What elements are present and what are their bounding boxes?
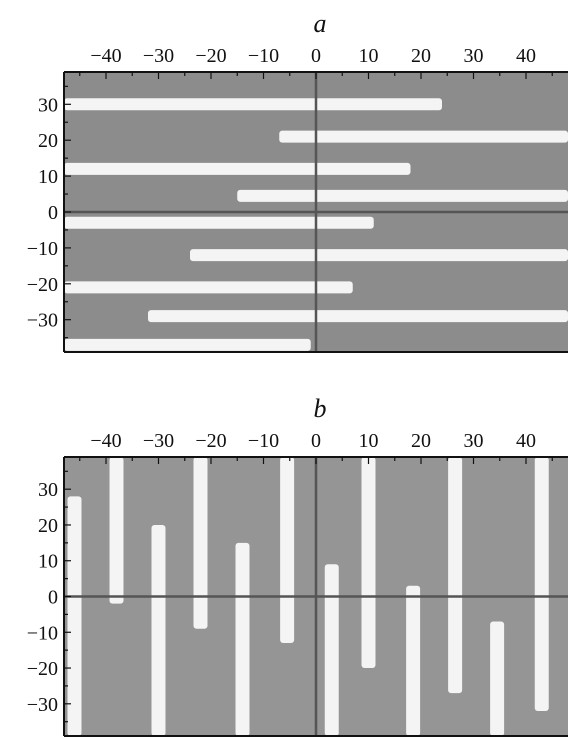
x-tick-label: 40	[516, 45, 536, 67]
stripe	[148, 310, 568, 323]
stripe	[324, 564, 339, 736]
stripe	[490, 621, 505, 736]
x-tick-label: −10	[248, 45, 279, 67]
panel-b: b −40 −30 −20 −10 0 10 20 30 40 30 20 10 0 −10 −20 −30	[27, 394, 568, 737]
stripe	[237, 189, 568, 202]
y-tick-label: −10	[27, 238, 58, 260]
y-tick-label: 30	[38, 94, 58, 116]
stripe	[64, 162, 411, 175]
y-tick-label: 20	[38, 130, 58, 152]
stripe	[64, 281, 353, 294]
x-tick-label: 20	[411, 430, 431, 452]
y-tick-label: 10	[38, 551, 58, 573]
stripe	[109, 457, 124, 604]
y-tick-label: 20	[38, 515, 58, 537]
x-tick-label: −20	[195, 45, 226, 67]
panel-a: a −40 −30 −20 −10 0 10 20 30 40 30 20 10 0 −10 −20 −30	[27, 9, 568, 353]
x-tick-label: 0	[311, 430, 321, 452]
x-tick-label: 10	[359, 45, 379, 67]
y-tick-label: 30	[38, 479, 58, 501]
y-tick-label: −30	[27, 694, 58, 716]
panel-label: a	[314, 9, 327, 38]
y-tick-label: −10	[27, 622, 58, 644]
y-tick-label: −20	[27, 274, 58, 296]
stripe	[280, 457, 295, 643]
stripe	[64, 98, 442, 111]
stripe	[151, 524, 166, 736]
stripe	[534, 457, 549, 711]
x-tick-label: −20	[195, 430, 226, 452]
x-tick-label: 40	[516, 430, 536, 452]
x-tick-label: 10	[359, 430, 379, 452]
stripe	[64, 216, 374, 229]
stripe	[361, 457, 376, 669]
y-tick-label: 0	[48, 587, 58, 609]
x-tick-label: −10	[248, 430, 279, 452]
y-tick-label: 10	[38, 166, 58, 188]
y-tick-label: −20	[27, 658, 58, 680]
x-tick-label: 30	[464, 45, 484, 67]
stripe	[279, 130, 568, 143]
stripe	[193, 457, 208, 629]
stripe	[235, 542, 250, 736]
x-tick-label: 30	[464, 430, 484, 452]
stripe	[64, 338, 311, 351]
stripe	[67, 496, 82, 736]
panel-label: b	[314, 394, 327, 423]
x-tick-label: −30	[143, 45, 174, 67]
x-tick-label: 20	[411, 45, 431, 67]
x-tick-label: −30	[143, 430, 174, 452]
stripe	[448, 457, 463, 694]
y-tick-label: −30	[27, 310, 58, 332]
stripe	[190, 249, 568, 262]
y-tick-label: 0	[48, 202, 58, 224]
x-tick-label: 0	[311, 45, 321, 67]
x-tick-label: −40	[90, 430, 121, 452]
x-tick-label: −40	[90, 45, 121, 67]
stripe	[406, 585, 421, 736]
